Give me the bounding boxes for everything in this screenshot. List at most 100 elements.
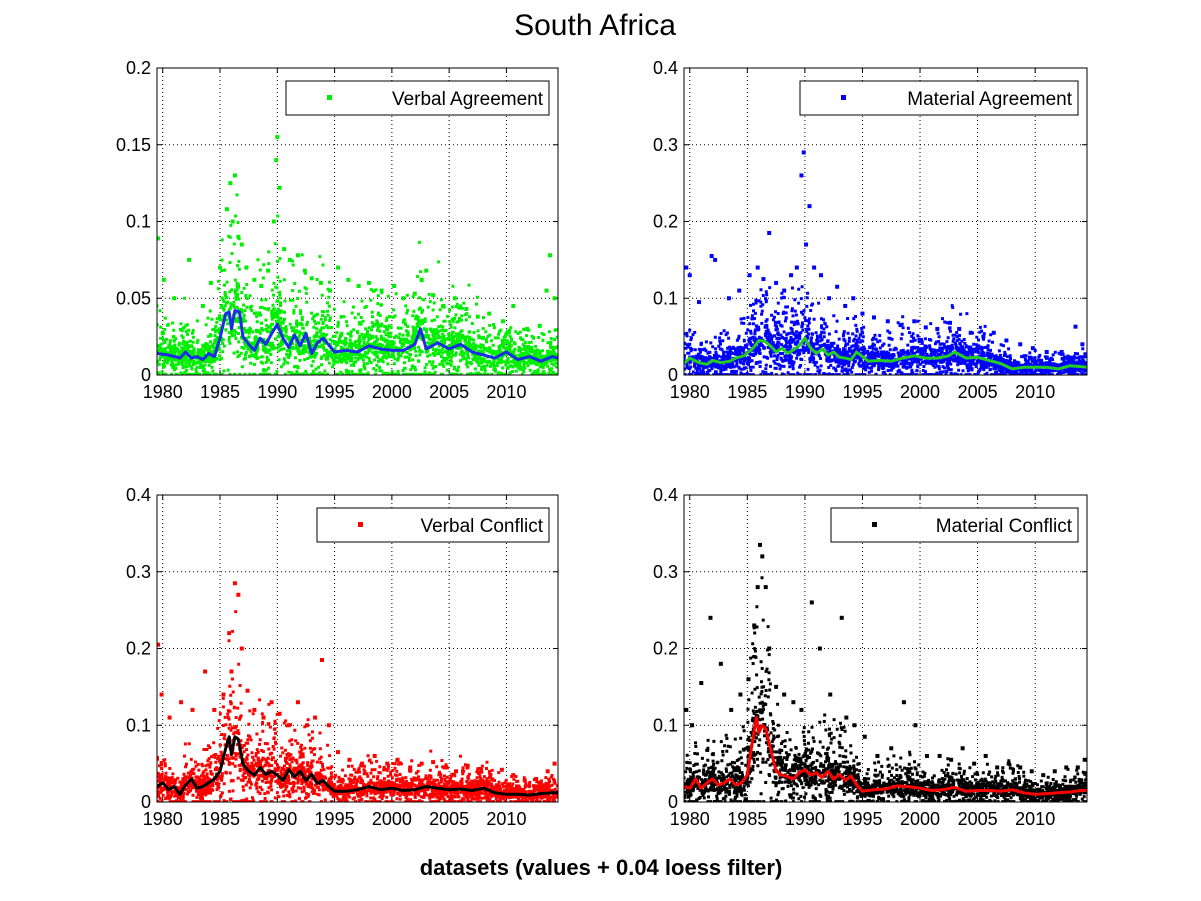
- data-point: [356, 283, 361, 288]
- data-point: [1030, 346, 1035, 351]
- data-point: [960, 746, 965, 751]
- axes-frame: [683, 494, 1088, 803]
- scatter-points: [157, 135, 558, 375]
- data-point: [157, 236, 161, 241]
- x-tick-label: 1980: [670, 809, 710, 829]
- subplot-bottom-right: 1980 1985 1990 1995 2000 2005 2010 0 0.1 0.2 0.3 0.…: [653, 485, 1088, 829]
- x-tick-label: 2000: [900, 809, 940, 829]
- legend-label: Verbal Conflict: [420, 516, 543, 537]
- data-point: [227, 631, 232, 636]
- x-tick-label: 2010: [1015, 382, 1055, 402]
- x-tick-label: 2000: [372, 809, 412, 829]
- scatter-points: [684, 542, 1087, 802]
- data-point: [401, 296, 406, 301]
- data-point: [511, 303, 516, 308]
- data-point: [552, 761, 557, 766]
- x-tick-label: 1985: [200, 382, 240, 402]
- loess-trend-line: [684, 336, 1087, 371]
- data-point: [522, 778, 527, 783]
- data-point: [713, 257, 718, 262]
- data-point: [274, 158, 279, 163]
- data-point: [844, 715, 849, 720]
- data-point: [761, 277, 766, 282]
- data-point: [266, 268, 271, 273]
- data-point: [949, 757, 954, 762]
- data-point: [431, 760, 436, 765]
- legend: Material Conflict: [830, 507, 1079, 543]
- data-point: [737, 288, 742, 293]
- y-tick-label: 0.2: [126, 639, 151, 659]
- data-point: [360, 761, 365, 766]
- x-tick-label: 2010: [1015, 809, 1055, 829]
- data-point: [898, 323, 903, 328]
- data-point: [372, 753, 377, 758]
- data-point: [328, 288, 333, 293]
- data-point: [1082, 757, 1087, 762]
- data-point: [889, 746, 894, 751]
- x-tick-label: 1995: [842, 382, 882, 402]
- data-point: [774, 684, 779, 689]
- data-point: [228, 181, 233, 186]
- data-point: [799, 707, 804, 712]
- scatter-points: [157, 581, 558, 802]
- data-point: [828, 692, 833, 697]
- data-point: [157, 642, 161, 647]
- data-point: [1044, 349, 1049, 354]
- legend-label: Material Agreement: [907, 89, 1072, 110]
- data-point: [812, 265, 817, 270]
- data-point: [983, 753, 988, 758]
- plot-area: [684, 542, 1087, 802]
- x-tick-label: 1990: [257, 809, 297, 829]
- data-point: [819, 273, 824, 278]
- data-point: [972, 761, 977, 766]
- x-tick-label: 2005: [429, 382, 469, 402]
- data-point: [1064, 765, 1069, 770]
- data-point: [738, 692, 743, 697]
- data-point: [295, 253, 300, 258]
- y-tick-label: 0.4: [653, 58, 678, 78]
- data-point: [746, 677, 751, 682]
- data-point: [465, 765, 470, 770]
- data-point: [419, 761, 424, 766]
- data-point: [464, 306, 469, 311]
- data-point: [412, 291, 417, 296]
- data-point: [287, 257, 292, 262]
- data-point: [991, 330, 996, 335]
- data-point: [487, 311, 492, 316]
- axes-frame: [683, 67, 1088, 376]
- data-point: [767, 231, 772, 236]
- data-point: [431, 293, 436, 298]
- y-tick-label: 0.2: [126, 58, 151, 78]
- data-point: [336, 750, 341, 755]
- loess-trend-line: [157, 735, 558, 797]
- y-tick-label: 0: [668, 365, 678, 385]
- legend-box: [799, 80, 1079, 116]
- data-point: [981, 334, 986, 339]
- point-cloud: [684, 285, 1087, 375]
- data-point: [269, 700, 274, 705]
- x-tick-label: 1985: [200, 809, 240, 829]
- data-point: [860, 311, 865, 316]
- x-tick-label: 1995: [842, 809, 882, 829]
- subplot-bottom-left: 1980 1985 1990 1995 2000 2005 2010 0 0.1 0.2 0.3 0.…: [126, 485, 559, 829]
- data-point: [767, 646, 772, 651]
- data-point: [995, 765, 1000, 770]
- data-point: [347, 757, 352, 762]
- y-tick-label: 0.2: [653, 639, 678, 659]
- data-point: [937, 753, 942, 758]
- data-point: [261, 715, 266, 720]
- data-point: [200, 303, 205, 308]
- y-tick-label: 0: [141, 792, 151, 812]
- legend-label: Material Conflict: [936, 516, 1073, 537]
- plot-area: [157, 581, 558, 802]
- legend-marker: [872, 522, 877, 527]
- scatter-points: [684, 150, 1087, 375]
- data-point: [708, 615, 713, 620]
- data-point: [875, 753, 880, 758]
- data-point: [545, 769, 550, 774]
- data-point: [913, 723, 918, 728]
- x-tick-label: 1990: [257, 382, 297, 402]
- data-point: [167, 715, 172, 720]
- y-tick-label: 0.1: [126, 715, 151, 735]
- data-point: [760, 554, 765, 559]
